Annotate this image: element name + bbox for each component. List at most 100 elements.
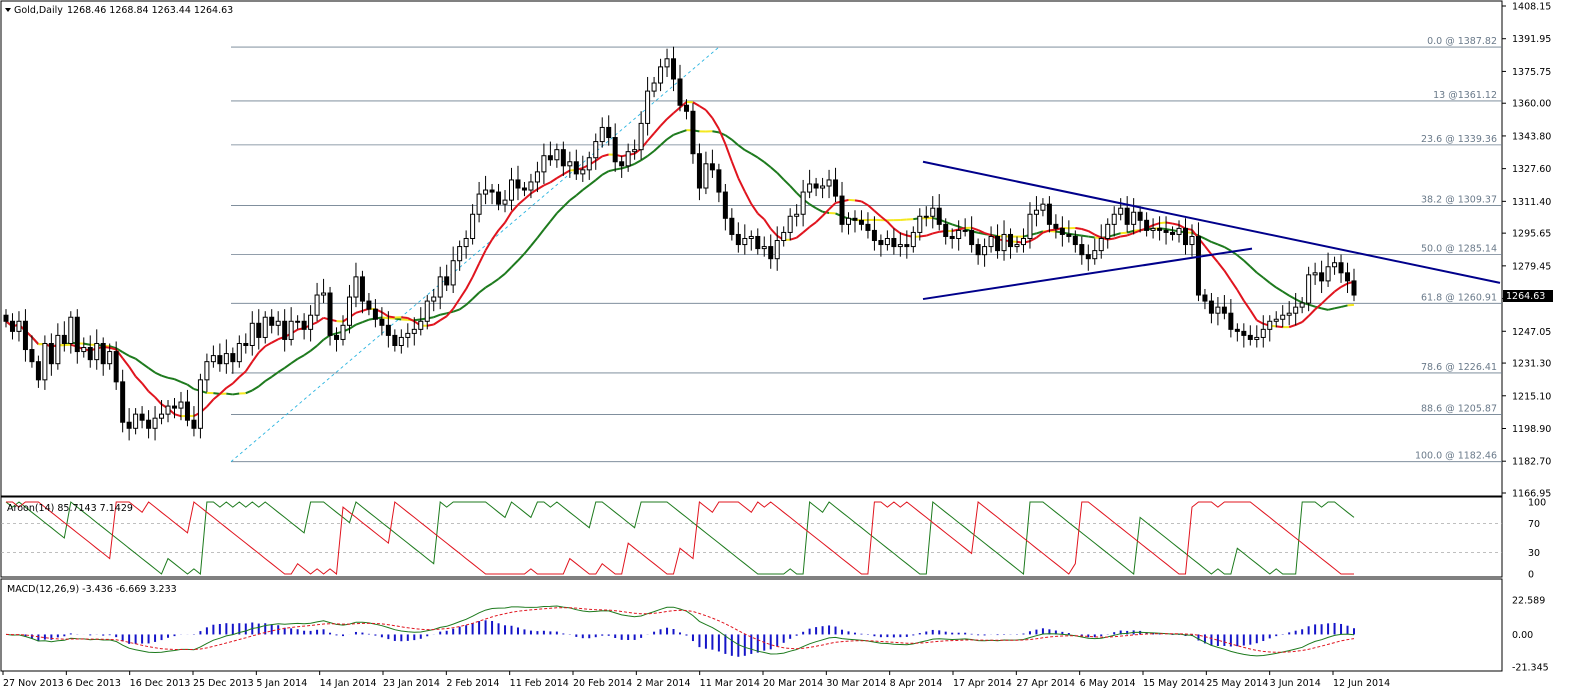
candle-up	[1092, 250, 1098, 260]
ma-fast-segment	[692, 101, 700, 107]
ma-fast-segment	[1107, 237, 1115, 241]
ma-slow-segment	[135, 357, 143, 365]
candle-down	[515, 179, 521, 189]
macd-tick-label: 0.00	[1512, 630, 1533, 641]
candle-up	[159, 413, 165, 419]
candle-up	[1267, 320, 1273, 330]
ma-slow-segment	[666, 134, 675, 141]
symbol-dropdown-icon[interactable]	[5, 8, 11, 12]
candle-down	[716, 169, 722, 193]
ma-fast-segment	[484, 238, 493, 251]
ma-fast-segment	[1100, 236, 1109, 241]
candle-up	[923, 215, 929, 218]
ma-fast-segment	[401, 316, 408, 320]
price-tick-label: 1360.00	[1512, 99, 1551, 110]
ma-slow-segment	[297, 354, 305, 360]
ma-slow-segment	[608, 168, 616, 173]
ma-fast-segment	[886, 221, 895, 230]
time-tick-label: 20 Mar 2014	[763, 678, 823, 689]
aroon-tick-label: 0	[1528, 570, 1534, 581]
ma-slow-segment	[1068, 232, 1076, 236]
aroon-tick-label: 100	[1528, 498, 1546, 509]
candle-up	[638, 122, 644, 151]
ma-slow-segment	[615, 167, 622, 171]
candle-up	[820, 185, 826, 189]
ma-fast-segment	[595, 155, 603, 162]
candle-down	[696, 153, 702, 189]
candle-up	[794, 213, 800, 217]
candle-up	[288, 320, 294, 340]
candle-down	[975, 244, 981, 256]
ma-slow-segment	[510, 259, 519, 268]
ma-slow-segment	[659, 138, 668, 146]
candle-down	[1124, 207, 1130, 225]
ma-fast-segment	[1327, 290, 1336, 299]
candle-down	[1046, 203, 1052, 225]
ma-slow-segment	[348, 323, 357, 330]
ma-fast-segment	[1087, 230, 1096, 236]
candle-down	[359, 276, 365, 302]
candle-up	[405, 332, 411, 338]
candle-up	[275, 320, 281, 326]
ma-fast-segment	[1042, 229, 1050, 234]
candle-up	[910, 231, 916, 248]
candle-down	[9, 320, 15, 332]
time-tick-label: 30 Mar 2014	[826, 678, 886, 689]
ma-fast-segment	[854, 199, 862, 203]
candle-up	[476, 193, 482, 215]
ma-fast-segment	[452, 298, 461, 310]
ma-slow-segment	[679, 129, 687, 134]
candle-down	[1247, 334, 1253, 340]
candle-up	[308, 314, 314, 330]
ma-slow-segment	[951, 223, 959, 228]
ma-slow-segment	[1321, 307, 1329, 311]
ma-slow-segment	[549, 212, 558, 223]
ma-slow-segment	[582, 184, 590, 191]
ma-slow-segment	[556, 206, 565, 214]
candle-up	[133, 413, 139, 429]
candle-up	[1105, 223, 1111, 239]
candle-down	[217, 355, 223, 365]
ma-fast-segment	[1035, 231, 1044, 239]
trendlines	[922, 160, 1501, 301]
candle-up	[178, 401, 184, 409]
ma-slow-segment	[1269, 282, 1277, 289]
candle-up	[470, 213, 476, 239]
ma-slow-segment	[355, 321, 363, 326]
ma-slow-segment	[815, 207, 824, 213]
candle-down	[1183, 227, 1188, 246]
candle-up	[457, 246, 463, 262]
candle-down	[683, 104, 689, 112]
ma-slow-segment	[737, 144, 746, 151]
candle-up	[204, 361, 210, 381]
ma-slow-segment	[776, 172, 785, 181]
candle-down	[1163, 229, 1169, 233]
candle-up	[509, 179, 514, 201]
candle-up	[431, 296, 437, 302]
ma-fast-segment	[388, 315, 396, 319]
ma-slow-segment	[575, 189, 584, 197]
ma-slow-segment	[562, 199, 571, 208]
ma-slow-segment	[186, 383, 195, 390]
ma-fast-segment	[646, 132, 655, 142]
candle-down	[1195, 235, 1201, 296]
ma-fast-segment	[128, 366, 137, 377]
candle-down	[385, 324, 391, 336]
candle-up	[846, 217, 851, 225]
candle-down	[878, 240, 884, 246]
support-trendline	[922, 247, 1253, 301]
ma-slow-segment	[154, 371, 162, 377]
ma-slow-segment	[1347, 303, 1355, 307]
candle-down	[392, 334, 398, 347]
ma-slow-segment	[601, 170, 610, 176]
time-tick-label: 16 Dec 2013	[130, 678, 191, 689]
candle-down	[230, 353, 236, 363]
candle-down	[729, 217, 735, 235]
candle-up	[586, 157, 592, 171]
ma-slow-segment	[517, 252, 526, 262]
ma-fast-segment	[1223, 270, 1232, 281]
ma-fast-segment	[971, 226, 979, 231]
ma-fast-segment	[1210, 253, 1219, 263]
ma-slow-segment	[452, 308, 460, 313]
ma-fast-segment	[757, 212, 765, 221]
